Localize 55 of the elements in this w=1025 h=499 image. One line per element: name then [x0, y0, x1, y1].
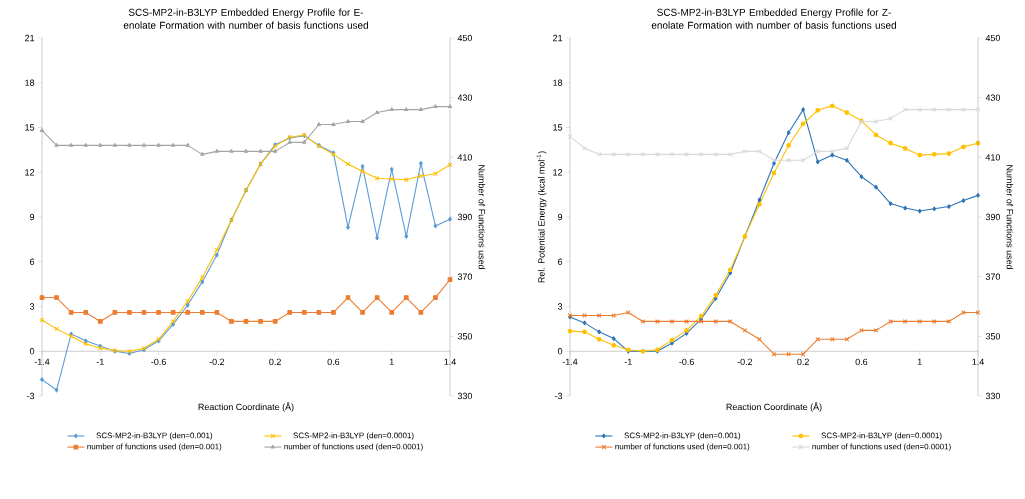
y-tick-label: 6 [30, 258, 35, 265]
x-tick-label: 0.2 [797, 358, 809, 366]
y-tick-label: 0 [29, 348, 35, 355]
y-tick-label: 15 [25, 124, 35, 131]
y2-tick-label: 370 [985, 273, 1001, 280]
y-tick-label: -3 [555, 392, 563, 400]
x-tick-label: -0.6 [151, 358, 166, 366]
y-tick-label: 12 [553, 169, 563, 176]
x-tick-label: -1.4 [562, 358, 578, 365]
x-tick-label: -1 [96, 358, 104, 365]
x-tick-label: 0.2 [269, 358, 281, 366]
y2-tick-label: 410 [457, 154, 473, 161]
y-tick-label: 18 [553, 79, 563, 86]
y-tick-label: 3 [29, 303, 35, 310]
x-tick-label: 1.4 [444, 358, 456, 365]
chart-title: SCS-MP2-in-B3LYP Embedded Energy Profile for E-enolate Formation with number of basis functions used [123, 8, 368, 29]
y2-tick-label: 430 [985, 94, 1001, 101]
y2-tick-label: 450 [457, 34, 473, 42]
chart-title: SCS-MP2-in-B3LYP Embedded Energy Profile for Z-enolate Formation with number of basis functions used [651, 8, 896, 29]
y2-tick-label: 410 [985, 154, 1001, 161]
x-tick-label: 0.6 [855, 358, 868, 366]
y-tick-label: -3 [26, 392, 35, 400]
y2-tick-label: 370 [457, 273, 473, 280]
x-tick-label: -1.4 [34, 358, 50, 365]
y-tick-label: 12 [25, 169, 35, 176]
y2-tick-label: 330 [985, 392, 1001, 400]
y2-tick-label: 390 [457, 213, 473, 221]
y2-tick-label: 450 [985, 34, 1001, 42]
x-tick-label: 1 [917, 358, 922, 365]
y2-tick-label: 330 [457, 392, 473, 400]
x-tick-label: -0.6 [679, 358, 694, 366]
y-tick-label: 18 [25, 79, 35, 86]
y-tick-label: 6 [558, 258, 563, 265]
y-tick-label: 0 [557, 348, 563, 355]
y2-axis-title: Number of Functions used [478, 165, 486, 269]
y2-tick-label: 350 [457, 333, 473, 340]
y-tick-label: 15 [553, 124, 563, 131]
x-axis-title: Reaction Coordinate (Å) [726, 402, 822, 412]
y-tick-label: 21 [25, 34, 35, 42]
y-tick-label: 21 [553, 34, 563, 42]
x-axis-title: Reaction Coordinate (Å) [198, 402, 294, 412]
y2-tick-label: 350 [985, 333, 1001, 340]
x-tick-label: 1.4 [972, 358, 984, 365]
x-tick-label: -0.2 [209, 358, 225, 366]
y2-tick-label: 430 [457, 94, 473, 101]
y2-tick-label: 390 [985, 213, 1001, 221]
y2-axis-title: Number of Functions used [1006, 165, 1014, 269]
y-axis-title: Rel. Potential Energy (kcal mol$^{-1}$) [536, 151, 547, 283]
x-tick-label: 1 [389, 358, 394, 365]
y-tick-label: 3 [557, 303, 563, 310]
x-tick-label: -1 [624, 358, 632, 365]
x-tick-label: -0.2 [737, 358, 753, 366]
y-tick-label: 9 [558, 213, 563, 221]
y-tick-label: 9 [29, 213, 35, 221]
x-tick-label: 0.6 [327, 358, 340, 366]
